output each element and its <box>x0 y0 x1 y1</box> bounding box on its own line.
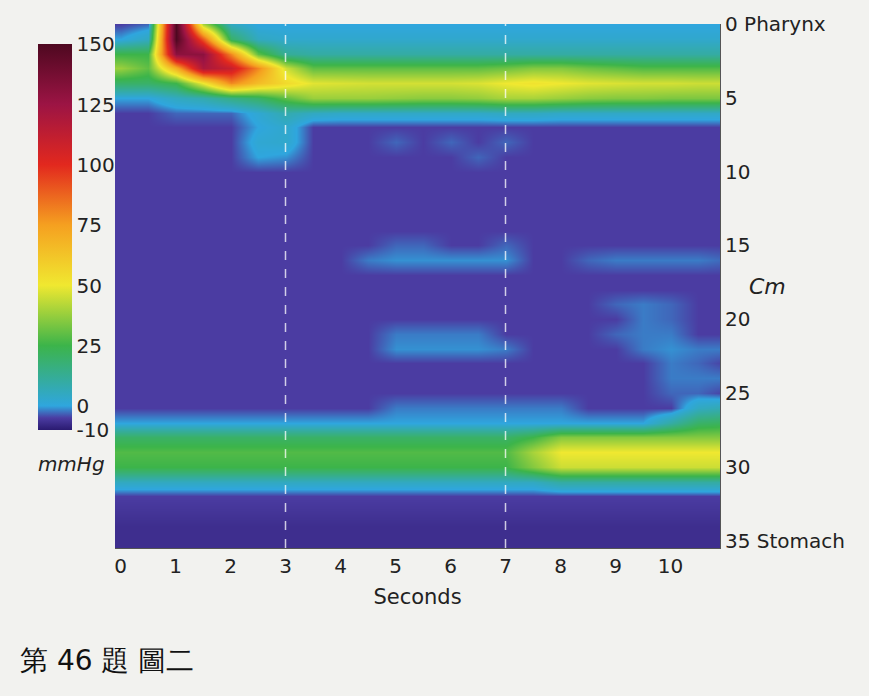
svg-text:150: 150 <box>77 32 115 56</box>
svg-text:25: 25 <box>77 334 102 358</box>
svg-text:5: 5 <box>725 86 738 110</box>
svg-text:5: 5 <box>389 554 402 578</box>
svg-text:8: 8 <box>554 554 567 578</box>
svg-text:35 Stomach: 35 Stomach <box>725 529 845 553</box>
svg-text:2: 2 <box>224 554 237 578</box>
svg-text:3: 3 <box>279 554 292 578</box>
svg-text:9: 9 <box>609 554 622 578</box>
svg-text:-10: -10 <box>77 418 110 442</box>
svg-text:7: 7 <box>499 554 512 578</box>
svg-text:Seconds: Seconds <box>373 585 461 609</box>
svg-text:6: 6 <box>444 554 457 578</box>
svg-text:mmHg: mmHg <box>38 452 105 476</box>
svg-text:10: 10 <box>658 554 683 578</box>
svg-text:Cm: Cm <box>749 274 786 299</box>
svg-text:125: 125 <box>77 93 115 117</box>
svg-text:0 Pharynx: 0 Pharynx <box>725 12 826 36</box>
svg-text:第 46 題 圖二: 第 46 題 圖二 <box>20 644 194 677</box>
svg-text:0: 0 <box>77 394 90 418</box>
svg-text:4: 4 <box>334 554 347 578</box>
svg-text:100: 100 <box>77 153 115 177</box>
svg-text:20: 20 <box>725 307 750 331</box>
svg-text:75: 75 <box>77 213 102 237</box>
svg-text:30: 30 <box>725 455 750 479</box>
svg-text:1: 1 <box>169 554 182 578</box>
svg-text:15: 15 <box>725 233 750 257</box>
svg-text:10: 10 <box>725 160 750 184</box>
svg-text:0: 0 <box>114 554 127 578</box>
svg-text:50: 50 <box>77 274 102 298</box>
svg-text:25: 25 <box>725 381 750 405</box>
